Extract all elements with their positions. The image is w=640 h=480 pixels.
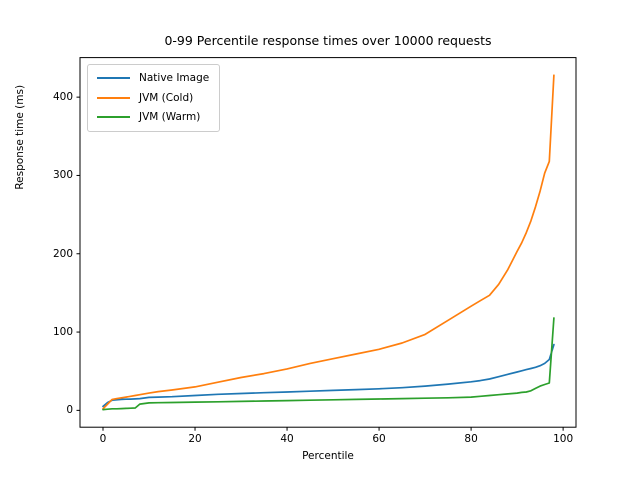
tick-marks [76, 96, 564, 431]
x-tick-label: 0 [99, 433, 107, 446]
series-line-jvm-warm [102, 317, 555, 411]
legend: Native Image JVM (Cold) JVM (Warm) [87, 64, 221, 132]
x-axis-label: Percentile [302, 450, 354, 462]
y-tick-label: 300 [52, 169, 73, 182]
x-tick-label: 100 [553, 433, 574, 446]
legend-label: Native Image [139, 72, 210, 84]
series-lines [102, 74, 555, 411]
legend-line-swatch [97, 77, 130, 80]
y-tick-label: 0 [66, 404, 73, 417]
legend-entry-jvm-warm: JVM (Warm) [97, 111, 209, 124]
legend-label: JVM (Cold) [139, 91, 194, 104]
y-tick-label: 400 [52, 91, 73, 104]
legend-entry-jvm-cold: JVM (Cold) [97, 92, 209, 105]
legend-entry-native-image: Native Image [97, 72, 209, 85]
legend-line-swatch [97, 96, 130, 99]
series-line-native-image [102, 343, 555, 408]
y-tick-label: 100 [52, 326, 73, 339]
x-tick-label: 20 [188, 433, 202, 446]
x-tick-label: 40 [280, 433, 294, 446]
legend-label: JVM (Warm) [139, 111, 201, 124]
y-axis-label-text: Response time (ms) [14, 84, 26, 190]
series-line-jvm-cold [102, 74, 555, 410]
x-tick-label: 80 [464, 433, 478, 446]
x-tick-label: 60 [372, 433, 386, 446]
legend-line-swatch [97, 116, 130, 119]
y-tick-label: 200 [52, 247, 73, 260]
axes-frame [79, 57, 577, 428]
chart-title: 0-99 Percentile response times over 1000… [164, 33, 492, 48]
